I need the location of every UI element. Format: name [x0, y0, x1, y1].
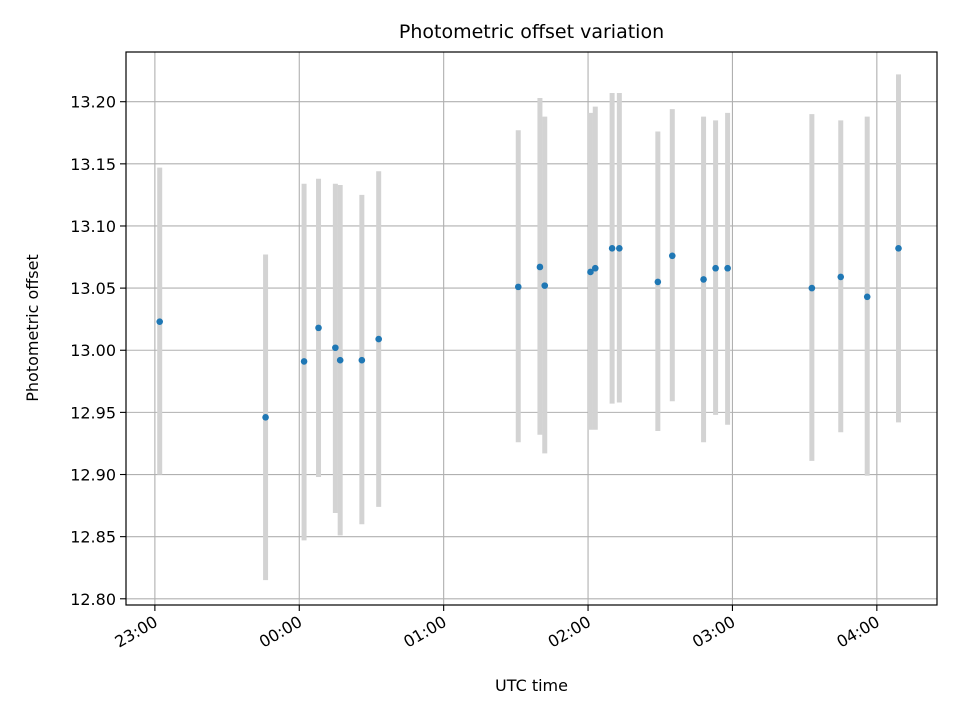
data-point: [712, 264, 719, 272]
chart-title: Photometric offset variation: [399, 21, 664, 43]
data-point: [724, 264, 731, 272]
y-tick-label: 13.05: [70, 279, 116, 298]
data-point: [156, 318, 163, 325]
data-points: [156, 245, 902, 421]
y-tick-label: 13.15: [70, 155, 116, 174]
data-point: [654, 278, 662, 286]
y-tick-label: 13.10: [70, 217, 116, 236]
y-tick-label: 12.95: [70, 403, 116, 422]
data-point: [300, 358, 308, 365]
y-tick-label: 12.90: [70, 466, 116, 485]
y-tick-label: 12.80: [70, 590, 116, 609]
data-point: [375, 335, 382, 343]
data-point: [863, 293, 871, 301]
data-point: [262, 414, 269, 421]
data-point: [608, 245, 616, 252]
data-point: [837, 273, 845, 281]
y-axis-title: Photometric offset: [23, 254, 42, 402]
y-tick-label: 12.85: [70, 528, 116, 547]
data-point: [668, 252, 676, 260]
data-point: [591, 264, 599, 272]
data-point: [358, 356, 366, 364]
data-point: [536, 263, 544, 271]
data-point: [895, 245, 902, 252]
data-point: [336, 356, 344, 364]
data-point: [808, 284, 816, 292]
data-point: [514, 283, 522, 291]
data-point: [700, 276, 707, 283]
data-point: [541, 282, 549, 289]
x-axis-title: UTC time: [495, 676, 568, 695]
data-point: [332, 344, 339, 352]
y-tick-label: 13.00: [70, 341, 116, 360]
grid-lines: [126, 52, 937, 605]
data-point: [315, 324, 322, 332]
plot-area-frame: [125, 51, 938, 606]
data-point: [616, 245, 623, 252]
y-tick-label: 13.20: [70, 93, 116, 112]
data-point: [587, 268, 594, 276]
